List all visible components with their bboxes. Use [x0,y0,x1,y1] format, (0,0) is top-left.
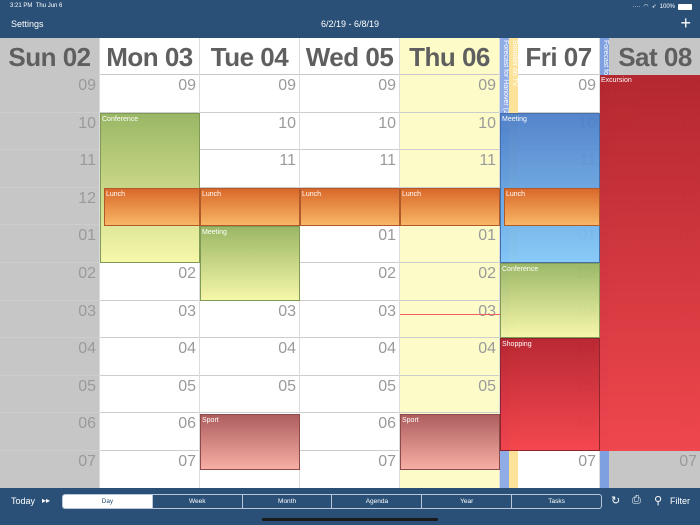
hour-cell[interactable]: 07 [178,453,196,470]
event-sport-tue[interactable]: Sport [200,413,300,470]
hour-cell[interactable]: 05 [400,376,499,414]
hour-cell[interactable]: 03 [0,301,99,339]
tab-tasks[interactable]: Tasks [548,498,565,505]
hour-cell[interactable]: 03 [100,301,199,339]
hour-cell[interactable]: 02 [400,263,499,301]
hour-cell[interactable]: 02 [0,263,99,301]
day-header[interactable]: Mon 03 [100,38,199,75]
tab-week[interactable]: Week [153,495,243,508]
search-icon[interactable]: ⚲ [654,495,663,507]
hour-cell[interactable]: 09 [100,75,199,113]
battery-percent: 100% [659,3,675,10]
day-header[interactable]: Wed 05 [300,38,399,75]
hour-cell[interactable]: 09 [300,75,399,113]
tab-year[interactable]: Year [422,495,513,508]
hour-cell[interactable]: 03 [200,301,299,339]
hour-cell[interactable]: 07 [679,453,697,470]
add-event-button[interactable]: + [680,13,691,33]
event-lunch-thu[interactable]: Lunch [400,188,500,226]
settings-button[interactable]: Settings [11,19,44,29]
event-lunch-wed[interactable]: Lunch [300,188,400,226]
event-excursion-sat[interactable]: Excursion [600,75,700,451]
hour-cell[interactable]: 10 [300,113,399,151]
hour-cell[interactable]: 04 [300,338,399,376]
battery-icon [678,3,692,10]
tab-month[interactable]: Month [243,495,333,508]
hour-cell[interactable]: 05 [200,376,299,414]
hour-cell[interactable]: 09 [400,75,499,113]
hour-cell[interactable]: 05 [0,376,99,414]
hour-cell[interactable]: 06 [0,413,99,451]
bottom-toolbar: Today ▸▸ Day Week Month Agenda Year Task… [0,488,700,525]
day-column-wed[interactable]: Wed 05 09 10 11 12 01 02 03 04 05 06 07 [300,38,400,488]
event-sport-thu[interactable]: Sport [400,413,500,470]
hour-cell[interactable]: 10 [0,113,99,151]
event-conference-fri[interactable]: Conference [500,263,600,339]
day-column-mon[interactable]: Mon 03 09 10 11 12 01 02 03 04 05 06 07 [100,38,200,488]
day-column-thu[interactable]: Thu 06 09 10 11 12 01 02 03 04 05 06 07 [400,38,500,488]
day-column-sun[interactable]: Sun 02 09 10 11 12 01 02 03 04 05 06 07 [0,38,100,488]
hour-cell[interactable]: 09 [500,75,599,113]
tab-agenda[interactable]: Agenda [332,495,423,508]
hour-cell[interactable]: 05 [300,376,399,414]
hour-cell[interactable]: 01 [300,225,399,263]
event-meeting-tue[interactable]: Meeting [200,225,300,301]
day-header[interactable]: Thu 06 [400,38,499,75]
hour-cell[interactable]: 07 [578,453,596,470]
day-header[interactable]: Sun 02 [0,38,99,75]
event-shopping-fri[interactable]: Shopping [500,338,600,452]
hour-cell[interactable]: 09 [200,75,299,113]
view-switcher: Day Week Month Agenda Year Tasks [62,494,602,509]
hour-cell[interactable]: 03 [300,301,399,339]
hour-cell[interactable]: 10 [200,113,299,151]
hour-cell[interactable]: 12 [0,188,99,226]
hour-cell[interactable]: 04 [400,338,499,376]
tab-day[interactable]: Day [63,495,153,508]
nav-bar: Settings 6/2/19 - 6/8/19 + [0,12,700,38]
status-bar: 3:21 PM Thu Jun 6 ···· ◠ ➶ 100% [0,0,700,12]
hour-cell[interactable]: 04 [100,338,199,376]
today-button[interactable]: Today [11,496,36,506]
hour-cell[interactable]: 06 [100,413,199,451]
hour-cell[interactable]: 03 [400,301,499,339]
event-lunch-fri[interactable]: Lunch [504,188,600,226]
hour-cell[interactable]: 02 [100,263,199,301]
hour-cell[interactable]: 07 [78,453,96,470]
hour-cell[interactable]: 05 [100,376,199,414]
hour-cell[interactable]: 09 [0,75,99,113]
hour-cell[interactable]: 07 [378,453,396,470]
hour-cell[interactable]: 11 [200,150,299,188]
hour-cell[interactable]: 01 [0,225,99,263]
status-time: 3:21 PM Thu Jun 6 [10,3,63,9]
signal-icon: ···· [632,3,641,10]
date-range-title: 6/2/19 - 6/8/19 [320,19,380,29]
day-header[interactable]: Tue 04 [200,38,299,75]
event-lunch-mon[interactable]: Lunch [104,188,200,226]
day-header[interactable]: Fri 07 [500,38,599,75]
filter-button[interactable]: Filter [670,496,690,506]
hour-cell[interactable]: 11 [300,150,399,188]
print-icon[interactable]: ⎙ [632,494,641,506]
current-time-line [400,314,500,315]
day-header[interactable]: Sat 08 [600,38,700,75]
refresh-icon[interactable]: ↻ [611,495,621,507]
status-right: ···· ◠ ➶ 100% [632,3,692,10]
wifi-icon: ◠ [643,4,649,10]
hour-cell[interactable]: 01 [400,225,499,263]
hour-cell[interactable]: 11 [0,150,99,188]
hour-cell[interactable]: 11 [400,150,499,188]
home-indicator [262,518,438,521]
hour-cell[interactable]: 04 [0,338,99,376]
event-lunch-tue[interactable]: Lunch [200,188,300,226]
location-icon: ➶ [651,4,657,10]
fast-forward-icon[interactable]: ▸▸ [42,496,51,505]
hour-cell[interactable]: 06 [300,413,399,451]
week-calendar-grid: Sun 02 09 10 11 12 01 02 03 04 05 06 07 … [0,38,700,488]
hour-cell[interactable]: 04 [200,338,299,376]
hour-cell[interactable]: 02 [300,263,399,301]
hour-cell[interactable]: 10 [400,113,499,151]
